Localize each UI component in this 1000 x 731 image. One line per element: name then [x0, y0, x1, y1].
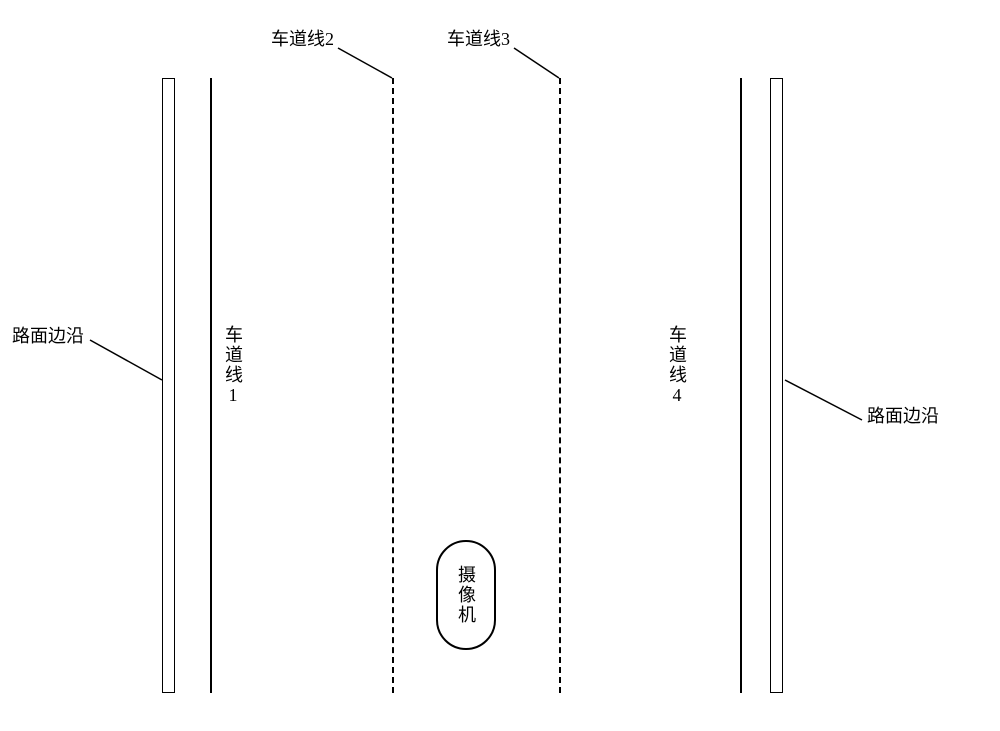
camera-label: 摄像机: [453, 565, 479, 625]
label-lane-1: 车道线1: [220, 325, 246, 407]
road-lane-diagram: 车道线2 车道线3 车道线1 车道线4 路面边沿 路面边沿 摄像机: [0, 0, 1000, 731]
lane-line-1: [210, 78, 212, 693]
lane-line-2: [392, 78, 394, 693]
label-lane-2: 车道线2: [271, 25, 334, 51]
label-lane-3: 车道线3: [447, 25, 510, 51]
road-edge-left: [162, 78, 175, 693]
lane-line-3: [559, 78, 561, 693]
road-edge-right: [770, 78, 783, 693]
label-lane-4: 车道线4: [664, 325, 690, 407]
lane-line-4: [740, 78, 742, 693]
label-road-edge-left: 路面边沿: [12, 322, 84, 348]
camera: 摄像机: [436, 540, 496, 650]
label-road-edge-right: 路面边沿: [867, 402, 939, 428]
leader-lines: [0, 0, 1000, 731]
